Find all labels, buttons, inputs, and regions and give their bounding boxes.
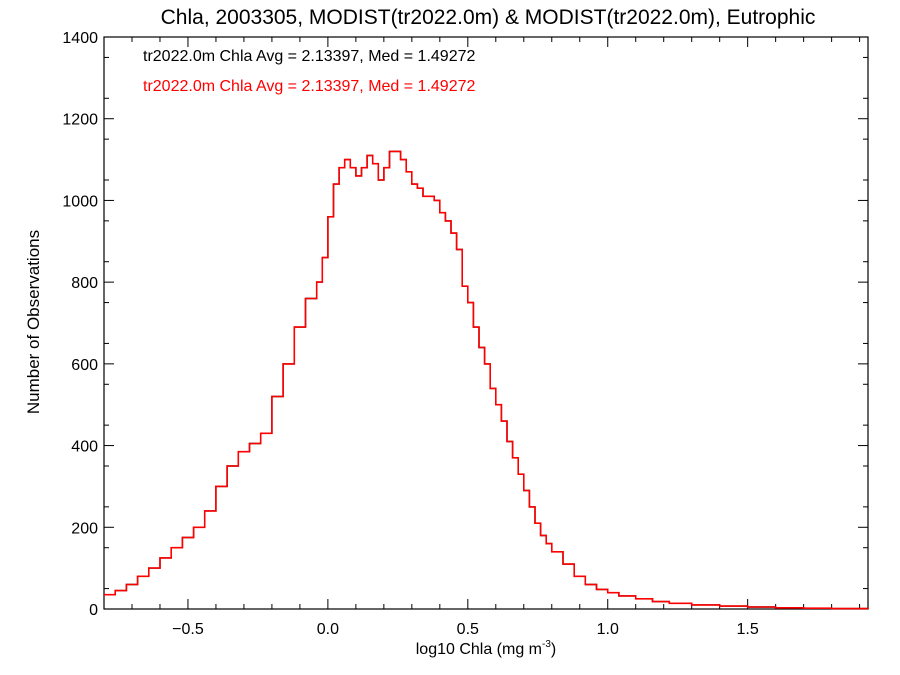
y-tick-label: 0 xyxy=(89,602,98,619)
series-line-black xyxy=(104,150,869,610)
x-tick-label: 1.5 xyxy=(737,621,759,638)
y-tick-label: 800 xyxy=(71,275,98,292)
annotation-black: tr2022.0m Chla Avg = 2.13397, Med = 1.49… xyxy=(143,48,475,65)
y-tick-label: 200 xyxy=(71,520,98,537)
y-axis-ticks: 0 200 400 600 800 1000 1200 1400 xyxy=(62,30,868,619)
chart-title: Chla, 2003305, MODIST(tr2022.0m) & MODIS… xyxy=(161,6,816,29)
x-axis-label-main: log10 Chla (mg m xyxy=(416,641,542,658)
x-tick-label: 0.5 xyxy=(457,621,479,638)
y-tick-label: 1000 xyxy=(62,193,98,210)
y-tick-label: 600 xyxy=(71,357,98,374)
y-tick-label: 400 xyxy=(71,439,98,456)
y-axis-label: Number of Observations xyxy=(24,230,43,414)
x-axis-ticks: −0.5 0.0 0.5 1.0 1.5 xyxy=(131,37,861,638)
series-line-red xyxy=(104,150,869,610)
x-axis-label: log10 Chla (mg m-3) xyxy=(416,639,557,658)
annotation-red: tr2022.0m Chla Avg = 2.13397, Med = 1.49… xyxy=(143,78,475,95)
x-tick-label: 1.0 xyxy=(597,621,619,638)
y-tick-label: 1400 xyxy=(62,30,98,47)
x-tick-label: 0.0 xyxy=(317,621,339,638)
plot-frame xyxy=(103,36,869,610)
x-axis-label-sup: -3 xyxy=(542,639,551,650)
x-axis-label-close: ) xyxy=(551,641,556,658)
y-tick-label: 1200 xyxy=(62,112,98,129)
x-tick-label: −0.5 xyxy=(172,621,204,638)
